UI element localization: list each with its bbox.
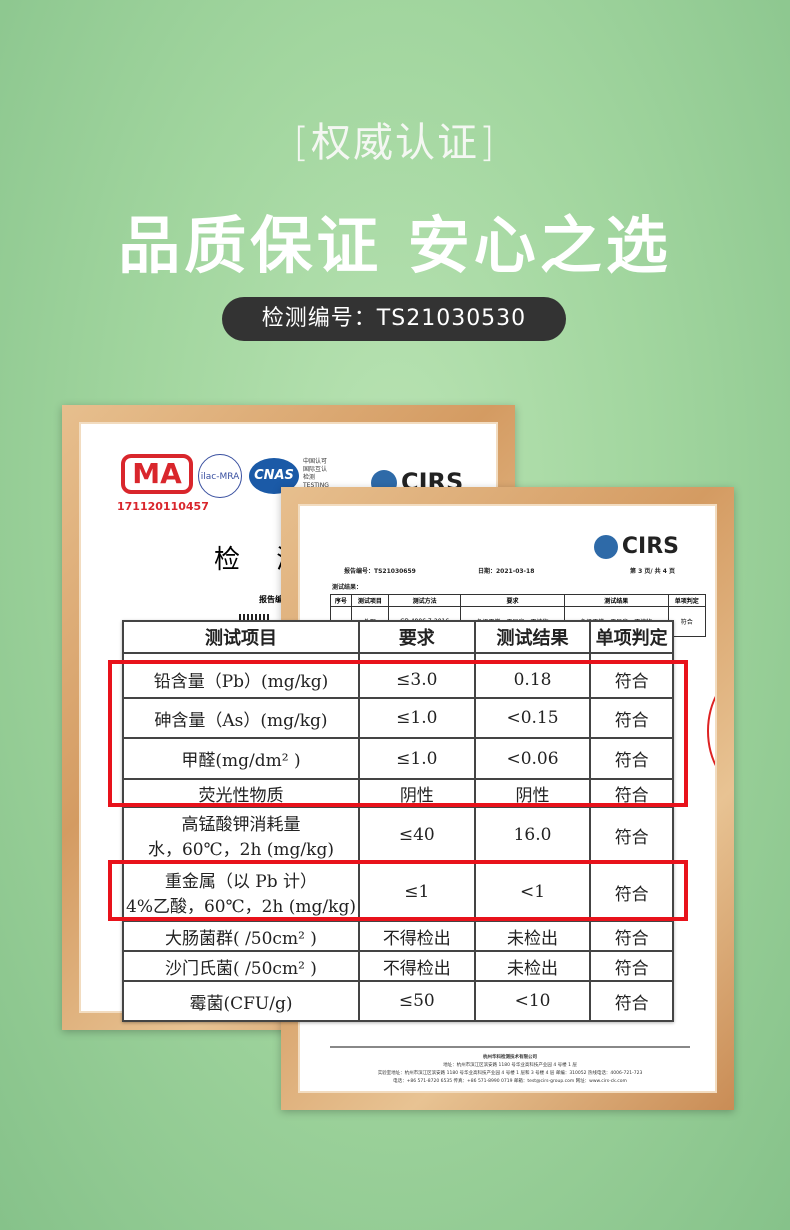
mini-header: 测试方法 — [388, 594, 462, 607]
item-cell: 高锰酸钾消耗量水，60℃，2h (mg/kg) — [122, 806, 360, 864]
item-line: 高锰酸钾消耗量 — [181, 815, 301, 835]
item-cell: 霉菌(CFU/g) — [122, 980, 360, 1022]
column-header: 测试项目 — [122, 620, 360, 654]
highlight-box-heavy-metal — [108, 860, 688, 921]
table-row: 砷含量（As）(mg/kg) ≤1.0 <0.15 符合 — [122, 697, 674, 739]
verdict-cell: 符合 — [589, 920, 674, 952]
cnas-line: 中国认可 — [303, 458, 328, 465]
cnas-line: TESTING — [303, 482, 329, 489]
item-cell: 铅含量（Pb）(mg/kg) — [122, 660, 360, 699]
footer-divider — [330, 1046, 690, 1048]
result-cell: 未检出 — [473, 920, 592, 952]
cnas-text: 中国认可 国际互认 检测 TESTING — [303, 458, 329, 490]
requirement-cell: ≤50 — [357, 980, 476, 1022]
item-cell: 砷含量（As）(mg/kg) — [122, 697, 360, 739]
section-subtitle: [权威认证] — [293, 120, 497, 166]
cnas-line: 国际互认 — [303, 466, 328, 473]
mini-header: 单项判定 — [667, 594, 707, 607]
report-number: 报告编号：TS21030659 — [344, 568, 416, 575]
mini-header: 要求 — [460, 594, 565, 607]
report-number-pill: 检测编号：TS21030530 — [222, 297, 566, 341]
verdict-cell: 符合 — [589, 980, 674, 1022]
item-line: 重金属（以 Pb 计） — [164, 872, 318, 892]
mini-header: 序号 — [330, 594, 352, 607]
table-row: 荧光性物质 阴性 阴性 符合 — [122, 778, 674, 808]
official-stamp: 用章 — [707, 676, 715, 786]
highlight-box-contaminants — [108, 660, 688, 807]
requirement-cell: ≤40 — [357, 806, 476, 864]
cma-number: 171120110457 — [117, 500, 209, 513]
ilac-logo: ilac-MRA — [198, 454, 242, 498]
item-line: 4%乙酸，60℃，2h (mg/kg) — [126, 897, 356, 917]
result-cell: 16.0 — [473, 806, 592, 864]
cma-logo: MA — [121, 454, 193, 494]
report-date: 日期：2021-03-18 — [478, 568, 535, 575]
verdict-cell: 符合 — [589, 806, 674, 864]
item-cell: 大肠菌群( /50cm² ) — [122, 920, 360, 952]
mini-header: 测试项目 — [350, 594, 390, 607]
footer-lab: 实验室地址：杭州市滨江区滨安路 1180 号华业高科技产业园 4 号楼 1 层和… — [377, 1071, 643, 1076]
result-cell: <0.15 — [473, 697, 592, 739]
table-row: 霉菌(CFU/g) ≤50 <10 符合 — [122, 980, 674, 1022]
table-row: 甲醛(mg/dm² ) ≤1.0 <0.06 符合 — [122, 737, 674, 780]
requirement-cell: 不得检出 — [357, 920, 476, 952]
requirement-cell: ≤1 — [357, 862, 476, 922]
table-row: 沙门氏菌( /50cm² ) 不得检出 未检出 符合 — [122, 950, 674, 982]
footer-contact: 电话：+86 571-8720 6535 传真：+86 571-8990 071… — [393, 1079, 627, 1084]
page-number: 第 3 页/ 共 4 页 — [630, 568, 675, 575]
cirs-logo: CIRS — [593, 534, 679, 559]
cnas-line: 检测 — [303, 474, 316, 481]
item-cell: 甲醛(mg/dm² ) — [122, 737, 360, 780]
footer-address: 地址：杭州市滨江区滨安路 1180 号华业高科技产业园 4 号楼 1 层 — [443, 1063, 577, 1068]
table-row: 大肠菌群( /50cm² ) 不得检出 未检出 符合 — [122, 920, 674, 952]
result-cell: 未检出 — [473, 950, 592, 982]
column-header: 要求 — [357, 620, 476, 654]
section-label: 测试结果： — [332, 584, 363, 591]
column-header: 单项判定 — [589, 620, 674, 654]
requirement-cell: 不得检出 — [357, 950, 476, 982]
requirement-cell: ≤1.0 — [357, 697, 476, 739]
requirement-cell: ≤1.0 — [357, 737, 476, 780]
result-cell: 0.18 — [473, 660, 592, 699]
cirs-text: CIRS — [621, 534, 679, 559]
result-cell: <0.06 — [473, 737, 592, 780]
table-row: 重金属（以 Pb 计） 4%乙酸，60℃，2h (mg/kg) ≤1 <1 符合 — [122, 862, 674, 922]
item-cell: 沙门氏菌( /50cm² ) — [122, 950, 360, 982]
footer-company: 杭州华科检测技术有限公司 — [483, 1055, 537, 1060]
table-row: 高锰酸钾消耗量 水，60℃，2h (mg/kg) ≤40 16.0 符合 — [122, 806, 674, 864]
verdict-cell: 符合 — [589, 950, 674, 982]
column-header: 测试结果 — [473, 620, 592, 654]
mini-header: 测试结果 — [563, 594, 669, 607]
result-cell: <10 — [473, 980, 592, 1022]
table-row: 铅含量（Pb）(mg/kg) ≤3.0 0.18 符合 — [122, 660, 674, 699]
requirement-cell: ≤3.0 — [357, 660, 476, 699]
cirs-emblem-icon — [593, 534, 618, 559]
report-no-label: 报告编号: — [259, 595, 295, 604]
qr-code-icon — [239, 614, 269, 624]
item-line: 水，60℃，2h (mg/kg) — [147, 840, 334, 860]
result-cell: <1 — [473, 862, 592, 922]
page-title: 品质保证 安心之选 — [118, 209, 672, 282]
verdict-cell: 符合 — [589, 737, 674, 780]
test-results-table: 测试项目 要求 测试结果 单项判定 铅含量（Pb）(mg/kg) ≤3.0 0.18 符合 … — [122, 620, 674, 1022]
verdict-cell: 符合 — [589, 697, 674, 739]
